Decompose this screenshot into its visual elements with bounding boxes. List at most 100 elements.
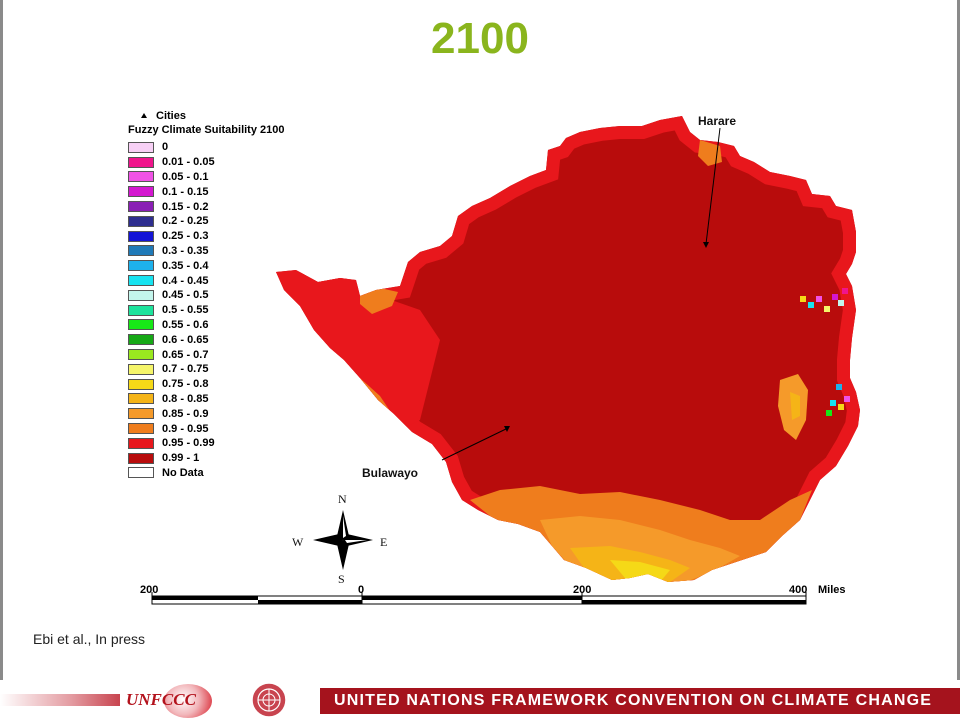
legend-item-label: 0.85 - 0.9 — [162, 407, 209, 420]
legend-item: 0.4 - 0.45 — [128, 273, 215, 288]
legend-item-label: 0.99 - 1 — [162, 452, 200, 465]
legend-swatch — [128, 334, 154, 346]
legend-item: 0.1 - 0.15 — [128, 184, 215, 199]
legend-item-label: 0.5 - 0.55 — [162, 304, 209, 317]
legend-swatch — [128, 423, 154, 435]
legend-item-label: 0.4 - 0.45 — [162, 274, 209, 287]
legend-swatch — [128, 363, 154, 375]
compass-west-label: W — [292, 535, 304, 549]
legend-item: 0.9 - 0.95 — [128, 421, 215, 436]
legend-swatch — [128, 408, 154, 420]
scale-bar — [151, 592, 807, 605]
legend-item-label: 0.05 - 0.1 — [162, 170, 209, 183]
scale-label-right: 400 — [789, 584, 808, 596]
legend-swatch — [128, 304, 154, 316]
zimbabwe-suitability-map — [151, 116, 860, 605]
legend-item: 0.85 - 0.9 — [128, 406, 215, 421]
legend-swatch — [128, 289, 154, 301]
legend-item-label: 0.15 - 0.2 — [162, 200, 209, 213]
legend-item: 0.75 - 0.8 — [128, 377, 215, 392]
legend-swatch — [128, 319, 154, 331]
scale-unit-label: Miles — [818, 584, 846, 596]
legend-item: 0.01 - 0.05 — [128, 155, 215, 170]
legend-item-label: 0.7 - 0.75 — [162, 363, 209, 376]
legend-swatch — [128, 437, 154, 449]
footer-left-stripe — [0, 694, 120, 706]
legend-item: 0.95 - 0.99 — [128, 436, 215, 451]
legend-swatch — [128, 260, 154, 272]
compass-rose-icon — [313, 510, 373, 570]
un-emblem-icon — [251, 682, 287, 718]
legend-item: 0.99 - 1 — [128, 451, 215, 466]
legend-item-label: 0.8 - 0.85 — [162, 392, 209, 405]
legend-swatch — [128, 378, 154, 390]
legend-item-label: 0.2 - 0.25 — [162, 215, 209, 228]
legend-swatch — [128, 245, 154, 257]
legend-swatch — [128, 141, 154, 153]
legend-item-label: 0.25 - 0.3 — [162, 230, 209, 243]
legend-item: 0 — [128, 140, 215, 155]
legend-item: 0.45 - 0.5 — [128, 288, 215, 303]
slide-frame-left — [0, 0, 3, 680]
legend-item: 0.25 - 0.3 — [128, 229, 215, 244]
legend-swatch — [128, 349, 154, 361]
legend-item: 0.6 - 0.65 — [128, 332, 215, 347]
legend-item-label: 0.65 - 0.7 — [162, 348, 209, 361]
compass-east-label: E — [380, 535, 388, 549]
compass-north-label: N — [338, 492, 347, 506]
legend-item-label: 0.9 - 0.95 — [162, 422, 209, 435]
legend-swatch — [128, 215, 154, 227]
scale-label-zero: 0 — [358, 584, 365, 596]
legend-item-label: 0.35 - 0.4 — [162, 259, 209, 272]
legend-swatch — [128, 230, 154, 242]
slide-frame-right — [957, 0, 960, 680]
legend-title: Fuzzy Climate Suitability 2100 — [128, 124, 285, 136]
legend-item: 0.15 - 0.2 — [128, 199, 215, 214]
legend-swatch — [128, 275, 154, 287]
legend-item: 0.05 - 0.1 — [128, 170, 215, 185]
legend-item: 0.8 - 0.85 — [128, 392, 215, 407]
footer-banner-text: UNITED NATIONS FRAMEWORK CONVENTION ON C… — [334, 692, 933, 709]
scale-label-left: 200 — [140, 584, 159, 596]
legend-item: 0.2 - 0.25 — [128, 214, 215, 229]
legend-swatch — [128, 156, 154, 168]
legend-item-label: No Data — [162, 466, 204, 479]
legend-item-label: 0.01 - 0.05 — [162, 156, 215, 169]
city-marker-icon — [141, 113, 147, 118]
legend-item: 0.5 - 0.55 — [128, 303, 215, 318]
city-label-harare: Harare — [698, 114, 737, 128]
legend-item: 0.35 - 0.4 — [128, 258, 215, 273]
legend-item: No Data — [128, 466, 215, 481]
legend-item-label: 0.55 - 0.6 — [162, 318, 209, 331]
legend-item-label: 0.95 - 0.99 — [162, 437, 215, 450]
legend-cities-label: Cities — [156, 110, 186, 122]
legend-swatch — [128, 467, 154, 479]
legend-item-label: 0.1 - 0.15 — [162, 185, 209, 198]
legend-item: 0.7 - 0.75 — [128, 362, 215, 377]
legend-item: 0.3 - 0.35 — [128, 244, 215, 259]
legend-item-label: 0 — [162, 141, 169, 154]
legend-swatch — [128, 393, 154, 405]
legend-item-label: 0.3 - 0.35 — [162, 244, 209, 257]
legend-item: 0.55 - 0.6 — [128, 318, 215, 333]
unfccc-logo-circle — [164, 684, 212, 718]
legend-cities-entry: Cities — [128, 110, 338, 122]
slide-title: 2100 — [431, 14, 529, 63]
legend-item-label: 0.45 - 0.5 — [162, 289, 209, 302]
city-label-bulawayo: Bulawayo — [362, 466, 419, 480]
scale-label-mid: 200 — [573, 584, 592, 596]
footer-banner: UNITED NATIONS FRAMEWORK CONVENTION ON C… — [0, 680, 960, 720]
unfccc-logo: UNFCCC — [122, 680, 232, 720]
legend-swatch — [128, 201, 154, 213]
legend-swatch — [128, 171, 154, 183]
compass-south-label: S — [338, 572, 345, 586]
footer-title-band: UNITED NATIONS FRAMEWORK CONVENTION ON C… — [320, 688, 960, 714]
legend-items: 0 0.01 - 0.05 0.05 - 0.1 0.1 - 0.15 0.15 - 0… — [128, 140, 215, 480]
legend-item: 0.65 - 0.7 — [128, 347, 215, 362]
citation-credit: Ebi et al., In press — [33, 631, 146, 647]
legend-swatch — [128, 186, 154, 198]
legend-item-label: 0.75 - 0.8 — [162, 378, 209, 391]
legend-swatch — [128, 452, 154, 464]
unfccc-logo-text: UNFCCC — [126, 690, 196, 709]
legend-item-label: 0.6 - 0.65 — [162, 333, 209, 346]
